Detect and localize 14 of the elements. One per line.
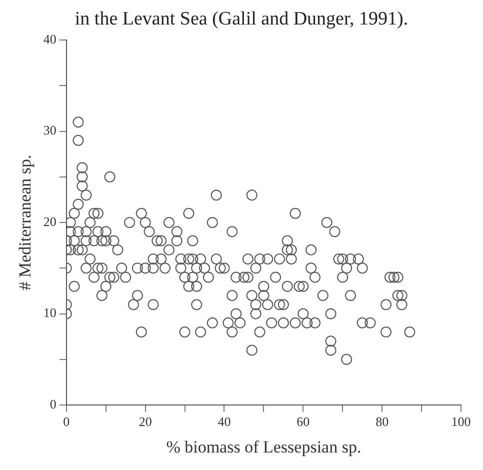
y-tick-label: 10 bbox=[43, 305, 56, 320]
x-tick-label: 100 bbox=[451, 414, 471, 430]
y-axis-title: # Mediterranean sp. bbox=[16, 154, 35, 290]
y-tick-label: 0 bbox=[50, 396, 56, 412]
y-tick-label: 40 bbox=[43, 31, 56, 46]
y-tick-label: 20 bbox=[43, 214, 56, 229]
x-tick-label: 0 bbox=[63, 414, 70, 430]
x-tick-label: 80 bbox=[376, 414, 389, 430]
y-tick-label: 30 bbox=[43, 122, 56, 138]
x-axis-title: % biomass of Lessepsian sp. bbox=[166, 437, 362, 456]
x-tick-label: 20 bbox=[138, 414, 152, 430]
x-tick-label: 40 bbox=[218, 414, 231, 430]
x-tick-label: 60 bbox=[296, 414, 310, 430]
text: in the Levant Sea (Galil and Dunger, 1991). bbox=[74, 8, 408, 30]
